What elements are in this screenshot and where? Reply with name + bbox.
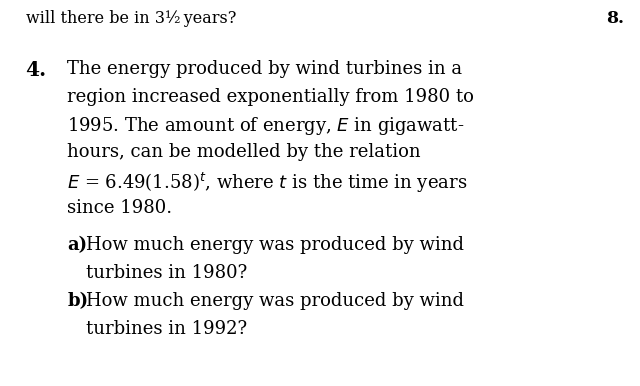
Text: turbines in 1992?: turbines in 1992? [86, 320, 248, 337]
Text: 1995. The amount of energy, $E$ in gigawatt-: 1995. The amount of energy, $E$ in gigaw… [67, 115, 465, 137]
Text: region increased exponentially from 1980 to: region increased exponentially from 1980… [67, 88, 474, 106]
Text: The energy produced by wind turbines in a: The energy produced by wind turbines in … [67, 60, 462, 78]
Text: since 1980.: since 1980. [67, 199, 172, 217]
Text: turbines in 1980?: turbines in 1980? [86, 264, 248, 282]
Text: b): b) [67, 292, 88, 310]
Text: How much energy was produced by wind: How much energy was produced by wind [86, 236, 465, 254]
Text: a): a) [67, 236, 87, 254]
Text: 4.: 4. [26, 60, 47, 80]
Text: $E$ = 6.49(1.58)$^t$, where $t$ is the time in years: $E$ = 6.49(1.58)$^t$, where $t$ is the t… [67, 171, 468, 195]
Text: 8.: 8. [606, 10, 624, 27]
Text: hours, can be modelled by the relation: hours, can be modelled by the relation [67, 143, 421, 161]
Text: will there be in 3½ years?: will there be in 3½ years? [26, 10, 236, 27]
Text: How much energy was produced by wind: How much energy was produced by wind [86, 292, 465, 310]
